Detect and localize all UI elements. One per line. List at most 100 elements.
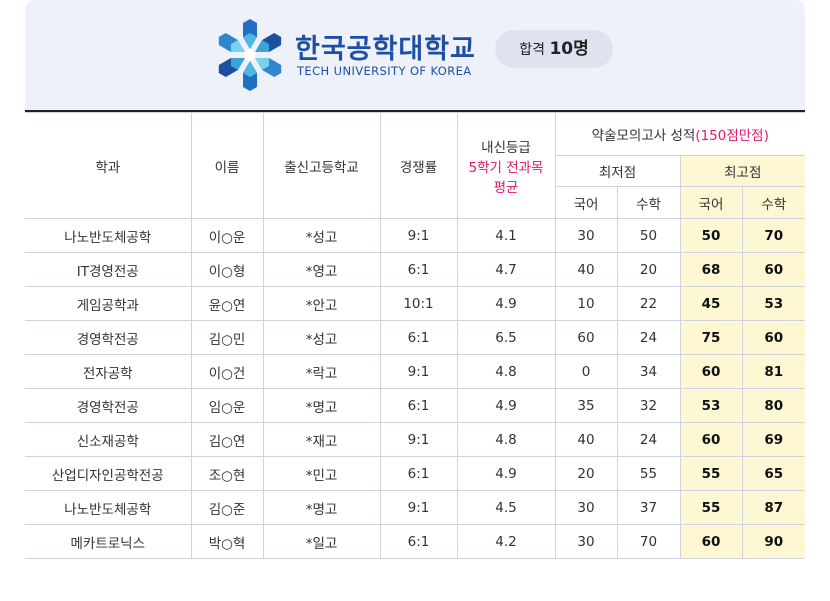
cell-ratio: 6:1 [379, 524, 458, 559]
cell-school: *영고 [262, 252, 381, 287]
cell-ratio: 6:1 [379, 388, 458, 423]
cell-dept: 경영학전공 [25, 388, 192, 423]
cell-min-math: 37 [616, 490, 681, 525]
header-name: 이름 [190, 112, 264, 219]
cell-name: 조○현 [190, 456, 264, 491]
pass-label: 합격 [519, 42, 545, 58]
header: 한국공학대학교 TECH UNIVERSITY OF KOREA 합격 10명 [25, 0, 805, 110]
cell-ratio: 9:1 [379, 354, 458, 389]
cell-max-math: 81 [741, 354, 806, 389]
cell-max-korean: 60 [679, 524, 743, 559]
cell-name: 박○혁 [190, 524, 264, 559]
cell-max-math: 70 [741, 218, 806, 253]
cell-max-math: 69 [741, 422, 806, 457]
header-mock-main: 약술모의고사 성적 [591, 128, 696, 144]
table-row: 나노반도체공학 김○준 *명고 9:1 4.5 30 37 55 87 [25, 490, 806, 525]
pass-count-badge: 합격 10명 [495, 30, 613, 68]
header-max-korean: 국어 [679, 186, 743, 219]
header-mock-note: (150점만점) [695, 128, 769, 144]
hexagon-snowflake-logo-icon [218, 19, 282, 91]
brand-name-korean: 한국공학대학교 [295, 34, 476, 65]
cell-min-math: 22 [616, 286, 681, 321]
header-ratio: 경쟁률 [379, 112, 458, 219]
cell-ratio: 9:1 [379, 218, 458, 253]
table-row: 전자공학 이○건 *락고 9:1 4.8 0 34 60 81 [25, 354, 806, 389]
cell-min-math: 50 [616, 218, 681, 253]
cell-school: *일고 [262, 524, 381, 559]
cell-min-korean: 30 [554, 524, 618, 559]
cell-max-korean: 55 [679, 490, 743, 525]
cell-ratio: 9:1 [379, 490, 458, 525]
cell-name: 이○운 [190, 218, 264, 253]
cell-min-math: 55 [616, 456, 681, 491]
cell-dept: 신소재공학 [25, 422, 192, 457]
cell-max-korean: 68 [679, 252, 743, 287]
cell-school: *락고 [262, 354, 381, 389]
cell-grade: 4.8 [456, 354, 556, 389]
header-school: 출신고등학교 [262, 112, 381, 219]
cell-dept: IT경영전공 [25, 252, 192, 287]
cell-ratio: 9:1 [379, 422, 458, 457]
cell-max-math: 87 [741, 490, 806, 525]
table-row: 메카트로닉스 박○혁 *일고 6:1 4.2 30 70 60 90 [25, 524, 806, 559]
cell-name: 이○형 [190, 252, 264, 287]
cell-max-math: 60 [741, 252, 806, 287]
cell-grade: 4.9 [456, 388, 556, 423]
results-card: 한국공학대학교 TECH UNIVERSITY OF KOREA 합격 10명 … [25, 0, 806, 573]
cell-min-math: 34 [616, 354, 681, 389]
cell-grade: 4.7 [456, 252, 556, 287]
header-grade-line3: 평균 [493, 179, 519, 196]
header-mock-exam: 약술모의고사 성적(150점만점) [554, 112, 806, 156]
cell-grade: 4.8 [456, 422, 556, 457]
header-min-score: 최저점 [555, 155, 681, 187]
cell-max-korean: 75 [679, 320, 743, 355]
cell-max-korean: 60 [679, 354, 743, 389]
header-grade-line2: 5학기 전과목 [468, 159, 544, 176]
cell-name: 김○준 [190, 490, 264, 525]
cell-min-korean: 30 [554, 490, 618, 525]
table-row: 경영학전공 임○운 *명고 6:1 4.9 35 32 53 80 [25, 388, 806, 423]
cell-max-math: 53 [741, 286, 806, 321]
cell-min-korean: 0 [554, 354, 618, 389]
cell-min-korean: 35 [554, 388, 618, 423]
cell-max-math: 80 [741, 388, 806, 423]
cell-school: *성고 [262, 320, 381, 355]
cell-max-math: 60 [741, 320, 806, 355]
cell-ratio: 6:1 [379, 252, 458, 287]
cell-max-korean: 45 [679, 286, 743, 321]
header-grade: 내신등급 5학기 전과목 평균 [456, 112, 556, 219]
cell-max-korean: 53 [679, 388, 743, 423]
results-table: 학과 이름 출신고등학교 경쟁률 내신등급 5학기 전과목 평균 약술모의고사 … [25, 112, 806, 559]
cell-dept: 경영학전공 [25, 320, 192, 355]
header-min-korean: 국어 [555, 186, 618, 219]
header-max-score: 최고점 [679, 155, 806, 187]
cell-min-math: 32 [616, 388, 681, 423]
cell-grade: 4.2 [456, 524, 556, 559]
cell-dept: 나노반도체공학 [25, 490, 192, 525]
header-dept: 학과 [25, 112, 192, 219]
header-grade-line1: 내신등급 [481, 139, 531, 156]
cell-min-math: 24 [616, 422, 681, 457]
table-row: IT경영전공 이○형 *영고 6:1 4.7 40 20 68 60 [25, 252, 806, 287]
cell-grade: 4.1 [456, 218, 556, 253]
cell-max-korean: 50 [679, 218, 743, 253]
cell-min-math: 24 [616, 320, 681, 355]
cell-grade: 4.9 [456, 286, 556, 321]
table-row: 신소재공학 김○연 *재고 9:1 4.8 40 24 60 69 [25, 422, 806, 457]
cell-min-math: 70 [616, 524, 681, 559]
cell-name: 이○건 [190, 354, 264, 389]
cell-grade: 4.9 [456, 456, 556, 491]
cell-max-korean: 60 [679, 422, 743, 457]
cell-max-math: 90 [741, 524, 806, 559]
cell-dept: 메카트로닉스 [25, 524, 192, 559]
table-row: 산업디자인공학전공 조○현 *민고 6:1 4.9 20 55 55 65 [25, 456, 806, 491]
cell-min-korean: 40 [554, 422, 618, 457]
table-row: 게임공학과 윤○연 *안고 10:1 4.9 10 22 45 53 [25, 286, 806, 321]
cell-min-math: 20 [616, 252, 681, 287]
header-min-math: 수학 [616, 186, 681, 219]
cell-name: 김○연 [190, 422, 264, 457]
cell-ratio: 10:1 [379, 286, 458, 321]
cell-dept: 산업디자인공학전공 [25, 456, 192, 491]
table-row: 경영학전공 김○민 *성고 6:1 6.5 60 24 75 60 [25, 320, 806, 355]
table-row: 나노반도체공학 이○운 *성고 9:1 4.1 30 50 50 70 [25, 218, 806, 253]
